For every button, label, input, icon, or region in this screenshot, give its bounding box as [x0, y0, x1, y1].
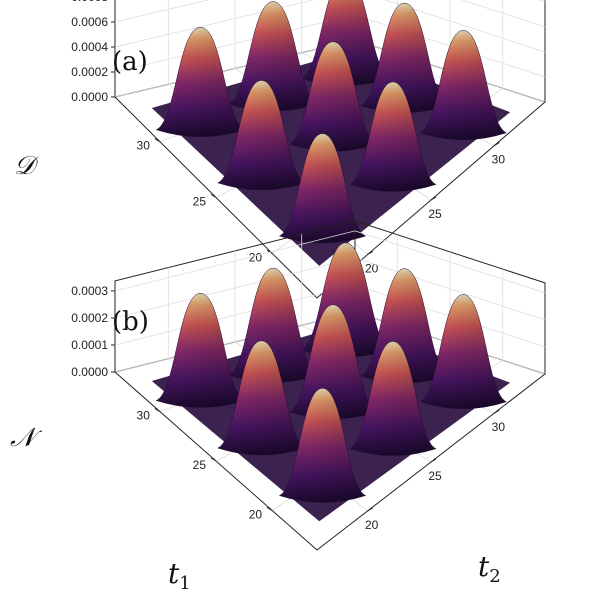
t2-axis-label: t2	[478, 550, 501, 587]
t1-tick	[154, 138, 161, 143]
t1-tick-label: 30	[137, 409, 151, 423]
panel-b-surface-plot: 0.0000 0.0001 0.0002 0.0003 20 25 30 20 25 30 (b) 𝒩…	[10, 220, 546, 594]
t1-tick-label: 25	[193, 458, 207, 472]
t2-tick-label: 30	[492, 420, 506, 434]
surface-peak-shade	[289, 304, 377, 419]
surface-peak-shade	[349, 81, 436, 192]
t1-tick	[266, 249, 273, 254]
surface-peak-shade	[279, 133, 366, 244]
t1-tick-label: 25	[193, 195, 207, 209]
surface-peak-shade	[349, 341, 436, 456]
z-tick-label: 0.0000	[71, 90, 108, 104]
z-tick-label: 0.0004	[71, 40, 108, 54]
z-tick-label: 0.0002	[71, 311, 108, 325]
t2-tick-label: 25	[428, 207, 442, 221]
z-gridline	[114, 0, 546, 28]
t2-tick	[367, 507, 373, 512]
z-tick-label: 0.0006	[71, 15, 108, 29]
z-axis-label: 𝒟	[14, 151, 39, 181]
z-tick-label: 0.0008	[71, 0, 108, 4]
t1-tick-label: 20	[249, 507, 263, 521]
surface-peak-shade	[217, 80, 306, 190]
t2-tick-label: 30	[492, 153, 506, 167]
z-gridline	[114, 230, 546, 294]
t2-tick	[494, 409, 500, 414]
surface-peak-shade	[228, 1, 318, 112]
t1-tick	[210, 457, 217, 462]
t2-tick-label: 20	[365, 261, 379, 275]
z-tick-label: 0.0003	[71, 284, 108, 298]
floor-front-edges	[114, 96, 546, 299]
t2-tick	[430, 458, 437, 463]
t1-axis-label: t1	[168, 557, 191, 594]
surface-peak-shade	[360, 3, 449, 113]
surface-peak-shade	[279, 388, 366, 503]
surface-peak-shade	[217, 340, 306, 456]
panel-a-surface-plot: 0.0000 0.0002 0.0004 0.0006 0.0008 20 25 30 20 25…	[14, 0, 546, 299]
z-gridline	[114, 0, 546, 53]
t1-tick	[266, 507, 273, 511]
t1-tick	[210, 194, 217, 198]
t1-tick-label: 20	[249, 250, 263, 264]
t2-tick-label: 20	[365, 518, 379, 532]
surface-peak-shade	[156, 27, 245, 137]
z-tick-label: 0.0000	[71, 365, 108, 379]
z-tick-label: 0.0002	[71, 65, 108, 79]
panel-label: (a)	[112, 47, 148, 77]
surface-peak-shade	[156, 293, 245, 408]
surface-peak-shade	[420, 294, 507, 409]
t2-tick	[430, 196, 437, 201]
t1-tick-label: 30	[137, 139, 151, 153]
surface-peak-shade	[420, 30, 507, 140]
z-tick-label: 0.0001	[71, 338, 108, 352]
z-axis-label: 𝒩	[10, 423, 43, 453]
t2-tick	[494, 142, 500, 146]
floor-front-edges	[114, 371, 546, 551]
t2-tick-label: 25	[428, 469, 442, 483]
t2-tick	[367, 251, 373, 255]
surface-peak-shade	[289, 41, 377, 152]
panel-label: (b)	[112, 307, 149, 337]
t1-tick	[154, 408, 161, 412]
